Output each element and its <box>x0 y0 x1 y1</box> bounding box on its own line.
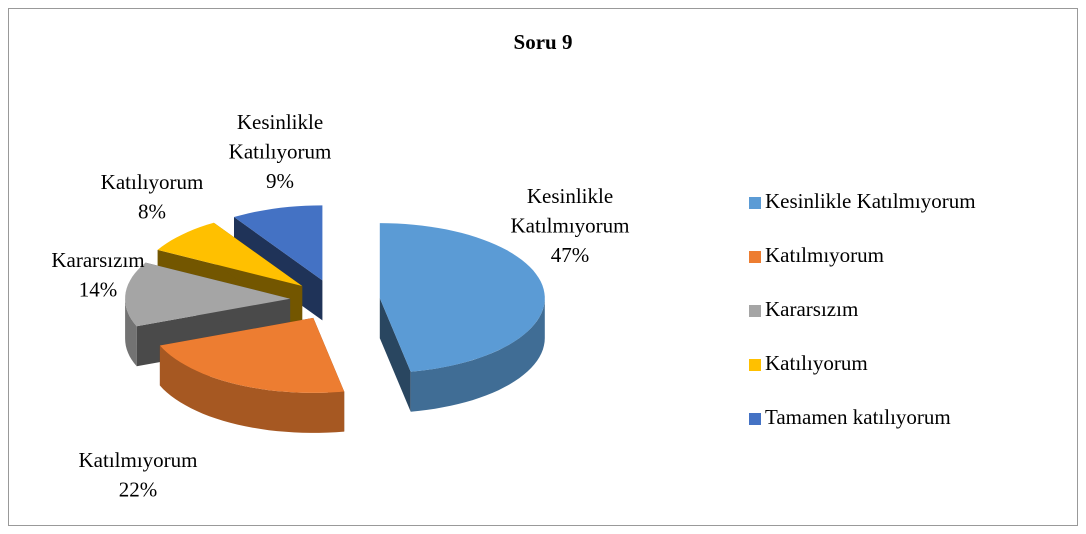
data-label: 47% <box>551 243 590 267</box>
legend-label: Katılmıyorum <box>765 243 884 267</box>
data-labels: Kesinlikle Katılmıyorum 47% Katılmıyorum 22%… <box>51 110 629 502</box>
pie-tops <box>125 205 545 393</box>
legend: Kesinlikle Katılmıyorum Katılmıyorum Karar… <box>749 189 976 429</box>
data-label-name: Katılmıyorum <box>79 448 198 472</box>
chart-title: Soru 9 <box>514 30 573 54</box>
legend-swatch <box>749 251 761 263</box>
legend-swatch <box>749 359 761 371</box>
slice-side <box>379 298 411 412</box>
slice <box>125 262 291 327</box>
data-label: 22% <box>119 477 158 501</box>
legend-swatch <box>749 413 761 425</box>
slice <box>234 205 323 281</box>
slice-wall <box>410 298 545 412</box>
legend-label: Kesinlikle Katılmıyorum <box>765 189 976 213</box>
legend-swatch <box>749 305 761 317</box>
data-label: 14% <box>79 277 118 301</box>
data-label-name: Kesinlikle Katılmıyorum <box>511 184 630 238</box>
legend-label: Tamamen katılıyorum <box>765 405 951 429</box>
slice-wall <box>159 345 345 433</box>
data-label-name: Katılıyorum <box>101 170 204 194</box>
slice <box>379 223 545 372</box>
data-label-name: Kesinlikle Katılıyorum <box>229 110 332 164</box>
slice-wall <box>125 298 137 367</box>
data-label: 8% <box>138 199 166 223</box>
data-label: 9% <box>266 169 294 193</box>
legend-label: Kararsızım <box>765 297 858 321</box>
data-label-name: Kararsızım <box>51 248 144 272</box>
legend-label: Katılıyorum <box>765 351 868 375</box>
slice <box>157 222 303 286</box>
slice <box>159 317 345 393</box>
legend-swatch <box>749 197 761 209</box>
